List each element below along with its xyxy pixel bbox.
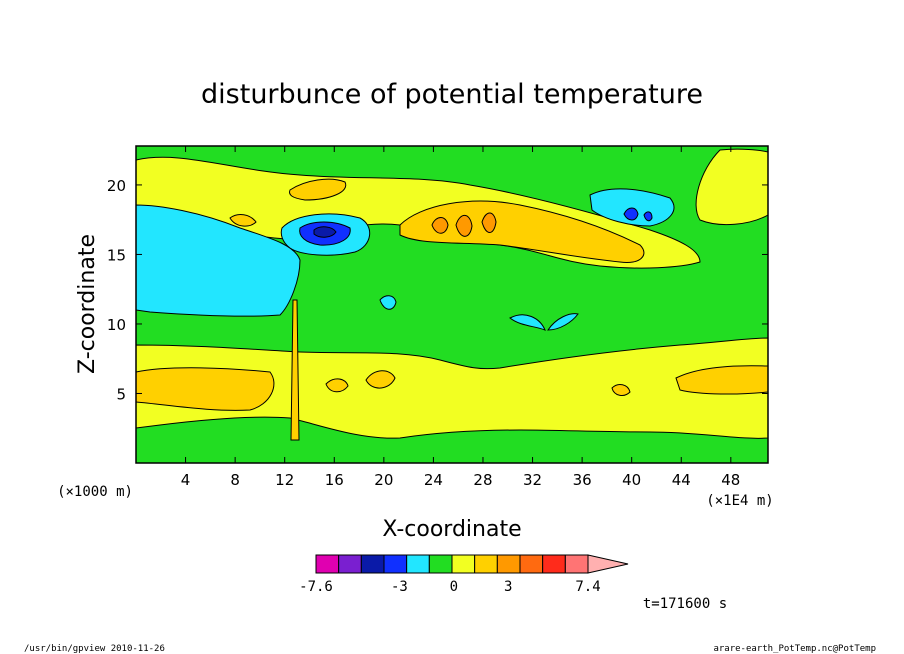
contour-vertical-streak — [290, 299, 300, 441]
x-axis-unit: (×1E4 m) — [706, 493, 773, 509]
chart-title: disturbunce of potential temperature — [201, 79, 703, 110]
y-tick-label: 15 — [107, 246, 126, 264]
contour-upper-orange-3 — [229, 214, 257, 227]
contour-mid-cyan-1 — [509, 314, 546, 331]
x-axis-label: X-coordinate — [382, 517, 521, 542]
colorbar-segment — [564, 554, 589, 574]
contour-bottom-orange-right2 — [611, 384, 631, 396]
footer-left: /usr/bin/gpview 2010-11-26 — [24, 644, 165, 654]
colorbar-segment — [542, 554, 566, 574]
contour-bottom-orange-mid — [365, 370, 396, 389]
time-label: t=171600 s — [643, 596, 727, 612]
plot-frame — [135, 145, 769, 464]
y-tick-label: 10 — [107, 316, 126, 334]
y-axis-ticks: 5 10 15 20 — [107, 177, 768, 403]
contour-ripple-3 — [481, 212, 497, 233]
x-tick-label: 32 — [523, 471, 542, 489]
contour-upper-right-yellow — [695, 148, 768, 225]
contour-bottom-orange-right — [675, 365, 768, 395]
y-axis-label: Z-coordinate — [75, 234, 100, 374]
y-tick-label: 5 — [116, 385, 126, 403]
contour-ripple-2 — [455, 214, 473, 237]
colorbar-label: 0 — [450, 579, 458, 595]
contour-upper-orange-2 — [289, 178, 347, 201]
colorbar-label: 7.4 — [575, 579, 600, 595]
colorbar-segment — [496, 554, 521, 574]
colorbar-segment — [383, 554, 408, 574]
colorbar-labels: -7.6 -3 0 3 7.4 — [299, 579, 601, 595]
x-tick-label: 44 — [672, 471, 691, 489]
colorbar-segment — [360, 554, 385, 574]
x-tick-label: 40 — [622, 471, 641, 489]
colorbar-segment — [474, 554, 498, 574]
contour-right-cyan — [589, 188, 675, 227]
contour-left-cyan — [136, 204, 301, 317]
colorbar-arrow — [587, 554, 629, 574]
x-axis-ticks: 4 8 12 16 20 24 28 32 36 40 44 48 — [181, 146, 740, 489]
contour-mid-cyan-3 — [379, 295, 397, 310]
colorbar-label: -3 — [391, 579, 408, 595]
contour-bottom-orange-left — [136, 367, 275, 411]
y-tick-label: 20 — [107, 177, 126, 195]
y-axis-unit: (×1000 m) — [57, 484, 133, 500]
contour-mid-cyan-2 — [547, 313, 579, 331]
x-tick-label: 8 — [230, 471, 240, 489]
colorbar-segment — [406, 554, 430, 574]
x-tick-label: 4 — [181, 471, 191, 489]
contour-right-blue-1 — [623, 207, 639, 221]
x-tick-label: 12 — [275, 471, 294, 489]
contour-darkblue-core — [313, 226, 337, 238]
x-tick-label: 36 — [573, 471, 592, 489]
colorbar-segment — [428, 554, 453, 574]
x-tick-label: 28 — [473, 471, 492, 489]
colorbar-segment — [338, 554, 362, 574]
contour-bottom-orange-small — [325, 378, 349, 393]
x-tick-label: 48 — [721, 471, 740, 489]
plot-area — [135, 145, 769, 464]
colorbar-segment — [315, 554, 340, 574]
colorbar-segment — [519, 554, 544, 574]
colorbar — [315, 554, 629, 574]
footer-right: arare-earth_PotTemp.nc@PotTemp — [713, 644, 876, 654]
colorbar-label: 3 — [504, 579, 512, 595]
colorbar-label: -7.6 — [299, 579, 333, 595]
contour-ripple-1 — [431, 217, 449, 234]
x-tick-label: 20 — [374, 471, 393, 489]
x-tick-label: 16 — [325, 471, 344, 489]
colorbar-segment — [451, 554, 476, 574]
contour-right-blue-2 — [643, 211, 653, 222]
x-tick-label: 24 — [424, 471, 443, 489]
